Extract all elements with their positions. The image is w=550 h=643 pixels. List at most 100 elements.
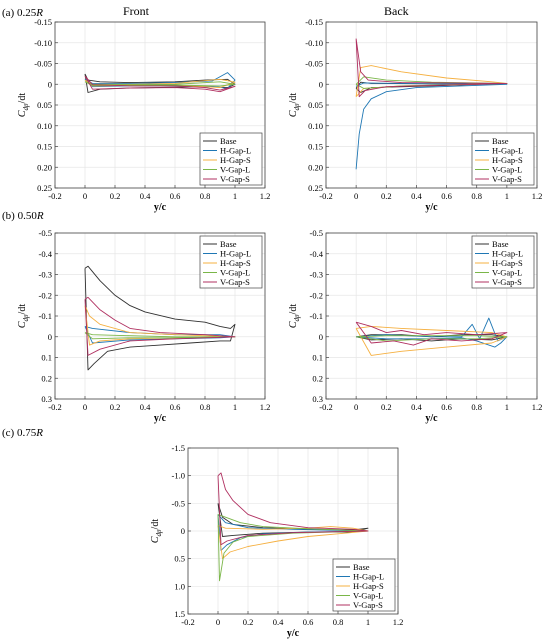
x-tick-label: 0.8 (333, 617, 344, 627)
y-tick-label: -0.5 (39, 228, 52, 238)
x-tick-label: 0.2 (381, 402, 392, 412)
series-v-gap-s (355, 38, 508, 98)
x-tick-label: 1.2 (532, 191, 543, 201)
y-axis-label: Cdp/dt (288, 304, 301, 328)
legend-entry: H-Gap-L (220, 249, 251, 259)
y-tick-label: 0 (319, 332, 323, 342)
x-axis-label: y/c (425, 413, 438, 424)
x-tick-label: 0.6 (441, 191, 452, 201)
legend-entry: V-Gap-S (353, 600, 383, 610)
y-tick-label: -0.15 (34, 17, 52, 27)
y-tick-label: -0.1 (310, 311, 323, 321)
x-tick-label: 0.8 (471, 191, 482, 201)
x-tick-label: 0 (354, 402, 358, 412)
x-tick-label: 1 (233, 402, 237, 412)
x-tick-label: 0 (83, 191, 87, 201)
y-axis-label: Cdp/dt (150, 519, 163, 543)
legend-entry: Base (492, 239, 509, 249)
y-tick-label: -0.5 (172, 498, 185, 508)
x-tick-label: 0 (216, 617, 220, 627)
y-tick-label: -0.2 (310, 290, 323, 300)
x-tick-label: 0 (354, 191, 358, 201)
y-tick-label: 0.25 (308, 183, 323, 193)
y-tick-label: 0.3 (312, 394, 323, 404)
y-tick-label: -0.5 (310, 228, 323, 238)
legend-entry: H-Gap-S (492, 155, 523, 165)
series-v-gap-s (84, 296, 236, 356)
row-label-c: (c) 0.75R (2, 427, 43, 439)
series-v-gap-s (355, 321, 508, 346)
series-base (84, 265, 236, 371)
y-tick-label: 0.15 (37, 142, 52, 152)
legend-box (471, 132, 535, 186)
x-tick-label: 0.4 (140, 402, 151, 412)
x-tick-label: -0.2 (48, 402, 61, 412)
x-axis-label: y/c (425, 202, 438, 213)
y-tick-label: -0.15 (305, 17, 323, 27)
y-tick-label: 0.15 (308, 142, 323, 152)
x-tick-label: 0.2 (110, 402, 121, 412)
x-tick-label: 0.6 (303, 617, 314, 627)
legend-entry: H-Gap-S (492, 258, 523, 268)
x-tick-label: 0.8 (200, 402, 211, 412)
legend-entry: H-Gap-L (353, 572, 384, 582)
y-tick-label: -0.4 (310, 249, 324, 259)
series-v-gap-l (356, 335, 508, 342)
legend-entry: V-Gap-S (492, 277, 522, 287)
y-tick-label: 0.1 (312, 353, 323, 363)
x-axis-label: y/c (287, 628, 300, 639)
y-axis-label: Cdp/dt (288, 93, 301, 117)
x-tick-label: 1 (233, 191, 237, 201)
legend-entry: V-Gap-L (492, 165, 522, 175)
y-tick-label: 1.5 (174, 609, 185, 619)
y-tick-label: -0.4 (39, 249, 53, 259)
y-tick-label: 0.3 (41, 394, 52, 404)
x-tick-label: 0.6 (170, 191, 181, 201)
legend-entry: V-Gap-S (492, 174, 522, 184)
y-tick-label: 0.2 (41, 373, 52, 383)
y-tick-label: 0 (319, 79, 323, 89)
x-tick-label: 0 (83, 402, 87, 412)
y-tick-label: 0.20 (308, 162, 323, 172)
x-tick-label: 0.2 (381, 191, 392, 201)
x-tick-label: -0.2 (319, 402, 332, 412)
x-tick-label: 0.2 (110, 191, 121, 201)
y-tick-label: -1.5 (172, 443, 185, 453)
y-tick-label: 0.5 (174, 554, 185, 564)
y-tick-label: 0.05 (37, 100, 52, 110)
legend-entry: Base (220, 136, 237, 146)
legend-entry: H-Gap-L (220, 146, 251, 156)
x-tick-label: 1 (366, 617, 370, 627)
series-v-gap-s (217, 472, 369, 546)
y-tick-label: 0.20 (37, 162, 52, 172)
y-tick-label: 0.1 (41, 353, 52, 363)
legend-box (199, 235, 263, 289)
legend-entry: V-Gap-L (220, 268, 250, 278)
series-v-gap-s (84, 75, 236, 93)
legend-entry: H-Gap-L (492, 249, 523, 259)
series-h-gap-s (217, 525, 369, 560)
x-tick-label: 1.2 (260, 191, 271, 201)
row-label-b: (b) 0.50R (2, 210, 44, 222)
x-tick-label: 0.4 (273, 617, 284, 627)
legend-entry: V-Gap-L (492, 268, 522, 278)
y-tick-label: -0.3 (39, 270, 52, 280)
x-axis-label: y/c (154, 202, 167, 213)
legend-entry: Base (492, 136, 509, 146)
legend-entry: Base (353, 562, 370, 572)
legend-entry: H-Gap-S (220, 258, 251, 268)
x-tick-label: 1 (505, 402, 509, 412)
x-tick-label: 0.4 (411, 191, 422, 201)
x-tick-label: 1 (505, 191, 509, 201)
y-tick-label: 0 (48, 79, 52, 89)
y-tick-label: 0.25 (37, 183, 52, 193)
y-axis-label: Cdp/dt (17, 93, 30, 117)
legend-box (471, 235, 535, 289)
legend-entry: V-Gap-S (220, 174, 250, 184)
column-title-back: Back (384, 4, 409, 18)
y-tick-label: -0.05 (305, 59, 323, 69)
